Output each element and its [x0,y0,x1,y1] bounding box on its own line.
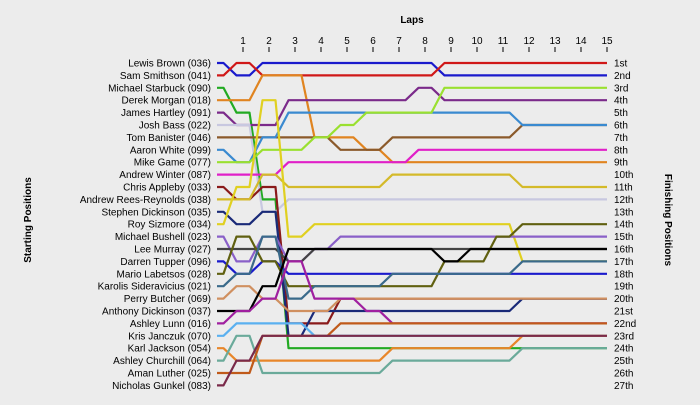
starting-driver-label: Aaron White (099) [130,145,211,156]
starting-driver-label: Karl Jackson (054) [128,344,211,355]
x-axis-title: Laps [400,15,424,26]
finish-position-label: 15th [614,232,633,243]
starting-driver-label: Ashley Churchill (064) [113,356,211,367]
series-line-9 [217,86,607,164]
finish-position-label: 3rd [614,83,628,94]
x-tick-label: 9 [448,36,454,47]
x-tick-label: 1 [240,36,246,47]
starting-position-labels: Lewis Brown (036)Sam Smithson (041)Micha… [80,59,211,392]
x-tick-label: 15 [601,36,613,47]
starting-driver-label: Chris Appleby (033) [123,183,211,194]
starting-driver-label: Nicholas Gunkel (083) [112,381,211,392]
x-tick-label: 11 [498,36,509,47]
x-tick-label: 8 [422,36,428,47]
finish-position-label: 12th [614,195,633,206]
x-tick-label: 2 [266,36,272,47]
series-line-3 [217,86,607,350]
finish-position-label: 17th [614,257,633,268]
series-line-5 [217,86,607,127]
finish-position-label: 9th [614,158,628,169]
finish-position-label: 20th [614,294,633,305]
finish-position-label: 25th [614,356,633,367]
x-tick-label: 6 [370,36,376,47]
finish-position-label: 5th [614,108,628,119]
series-line-25 [217,334,607,375]
series-line-19 [217,235,607,300]
starting-driver-label: Darren Tupper (096) [120,257,211,268]
starting-driver-label: Aman Luther (025) [128,369,211,380]
x-tick-label: 7 [396,36,402,47]
finishing-position-labels: 1st2nd3rd4th5th6th7th8th9th10th11th12th1… [614,59,636,392]
starting-driver-label: Michael Bushell (023) [115,232,211,243]
series-line-2 [217,61,607,77]
starting-driver-label: Anthony Dickinson (037) [102,307,211,318]
finish-position-label: 16th [614,245,633,256]
starting-driver-label: Stephen Dickinson (035) [101,207,211,218]
x-tick-label: 14 [575,36,587,47]
starting-driver-label: Ashley Lunn (016) [130,319,211,330]
starting-driver-label: James Hartley (091) [121,108,211,119]
series-line-27 [217,334,607,387]
finish-position-label: 2nd [614,71,631,82]
finish-position-label: 19th [614,282,633,293]
finish-position-label: 27th [614,381,633,392]
finish-position-label: 4th [614,96,628,107]
starting-driver-label: Mario Labetsos (028) [117,269,212,280]
starting-driver-label: Michael Starbuck (090) [108,83,211,94]
finish-position-label: 10th [614,170,633,181]
series-line-13 [217,210,607,337]
series-line-20 [217,285,607,313]
left-axis-title: Starting Positions [23,177,34,263]
starting-driver-label: Josh Bass (022) [139,121,211,132]
starting-driver-label: Andrew Rees-Reynolds (038) [80,195,211,206]
x-axis-ticks: 1 2 3 4 5 6 7 8 9 10 11 12 13 14 15 [240,36,613,52]
finish-position-label: 1st [614,59,628,70]
starting-driver-label: Lewis Brown (036) [128,59,211,70]
finish-position-label: 13th [614,207,633,218]
starting-driver-label: Mike Game (077) [134,158,211,169]
right-axis-title: Finishing Positions [662,174,673,267]
finish-position-label: 7th [614,133,628,144]
finish-position-label: 21st [614,307,633,318]
starting-driver-label: Lee Murray (027) [134,245,211,256]
x-tick-label: 13 [549,36,561,47]
x-tick-label: 12 [523,36,535,47]
starting-driver-label: Kris Janczuk (070) [128,331,211,342]
series-line-18 [217,223,607,288]
starting-driver-label: Sam Smithson (041) [120,71,211,82]
finish-position-label: 6th [614,121,628,132]
finish-position-label: 8th [614,145,628,156]
finish-position-label: 24th [614,344,633,355]
series-line-10 [217,148,607,176]
finish-position-label: 22nd [614,319,636,330]
x-tick-label: 4 [318,36,324,47]
finish-position-label: 11th [614,183,633,194]
starting-driver-label: Andrew Winter (087) [119,170,211,181]
starting-driver-label: Perry Butcher (069) [124,294,211,305]
finish-position-label: 14th [614,220,633,231]
x-tick-label: 10 [471,36,483,47]
finish-position-label: 18th [614,269,633,280]
x-tick-label: 5 [344,36,350,47]
series-line-14 [217,99,607,263]
series-lines [217,61,607,387]
series-line-1 [217,61,607,77]
starting-driver-label: Roy Sizmore (034) [128,220,211,231]
finish-position-label: 23rd [614,331,634,342]
x-tick-label: 3 [292,36,298,47]
starting-driver-label: Derek Morgan (018) [122,96,211,107]
starting-driver-label: Karolis Sideravicius (021) [98,282,211,293]
series-line-21 [217,247,607,313]
finish-position-label: 26th [614,369,633,380]
series-line-12 [217,173,607,201]
starting-driver-label: Tom Banister (046) [127,133,211,144]
